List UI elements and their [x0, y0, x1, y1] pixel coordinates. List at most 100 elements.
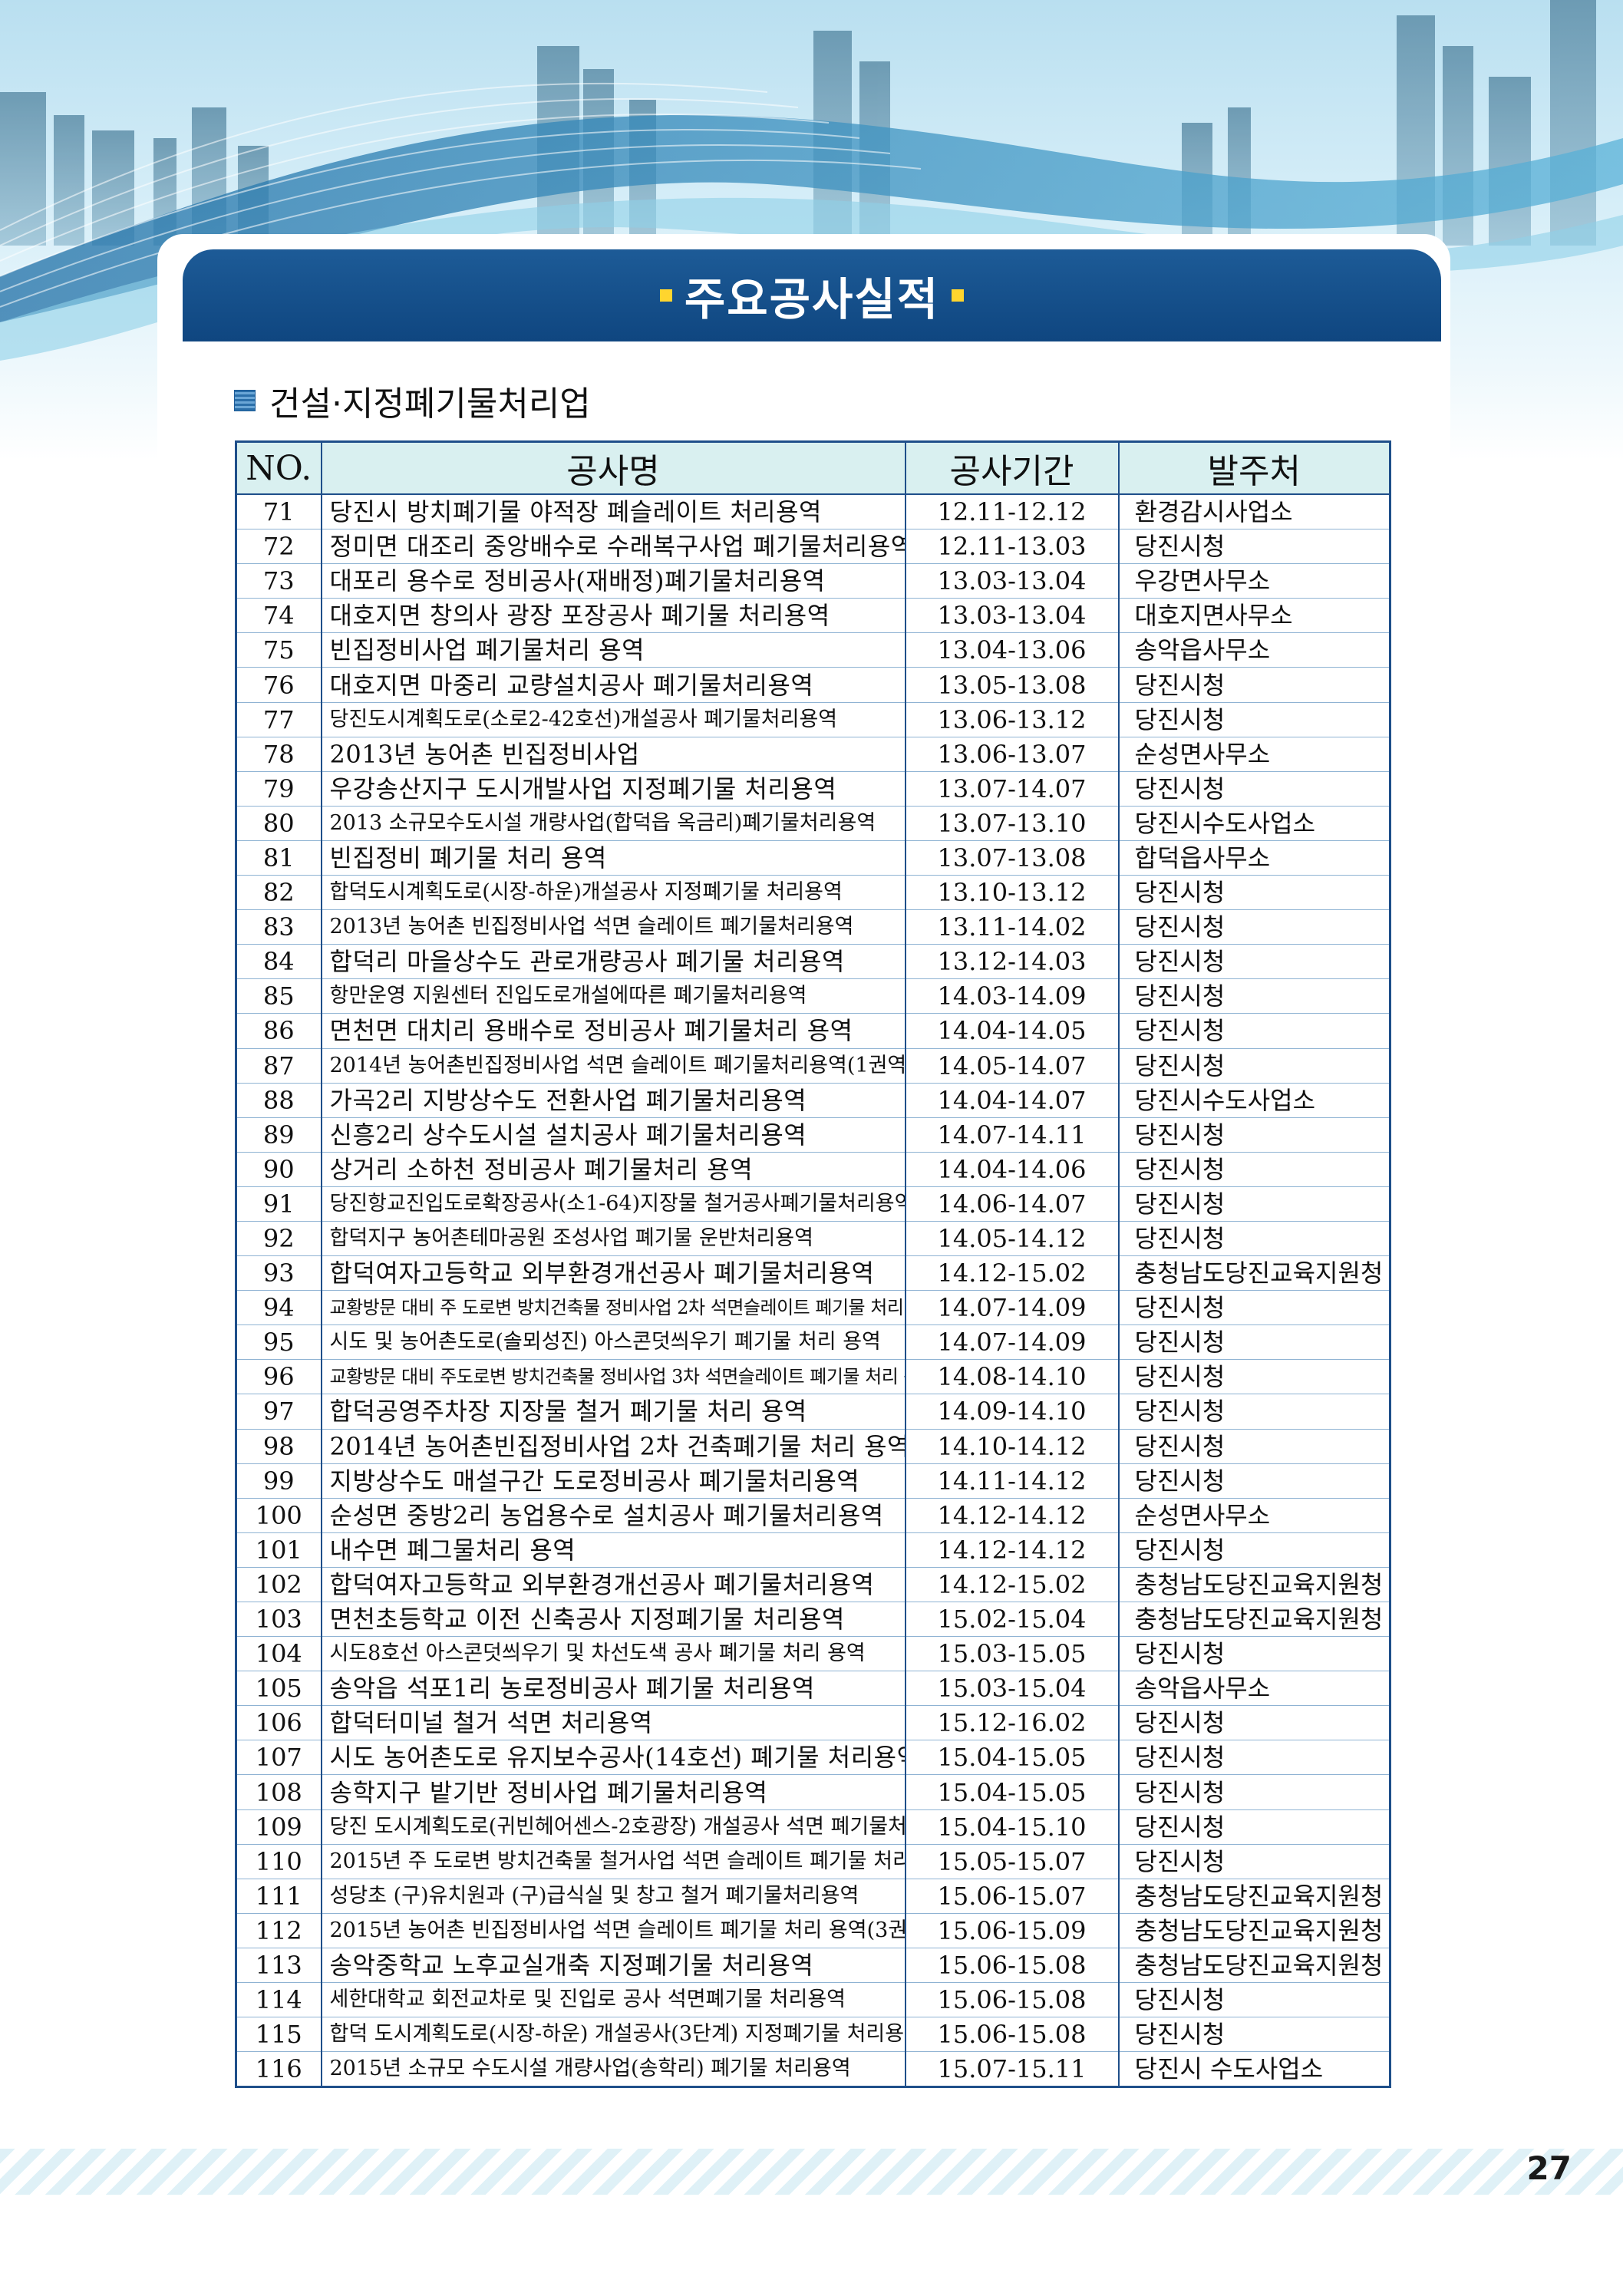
cell-name: 2014년 농어촌빈집정비사업 2차 건축폐기물 처리 용역	[320, 1429, 906, 1464]
cell-client: 충청남도당진교육지원청	[1117, 1567, 1391, 1603]
cell-name: 대호지면 마중리 교량설치공사 폐기물처리용역	[320, 667, 906, 703]
cell-no: 80	[235, 806, 322, 841]
cell-no: 111	[235, 1879, 322, 1914]
table-row: 105 송악읍 석포1리 농로정비공사 폐기물 처리용역 15.03-15.04 송악…	[235, 1671, 1391, 1707]
cell-name: 송악읍 석포1리 농로정비공사 폐기물 처리용역	[320, 1671, 906, 1707]
cell-name: 합덕여자고등학교 외부환경개선공사 폐기물처리용역	[320, 1567, 906, 1603]
cell-no: 114	[235, 1982, 322, 2018]
cell-name: 송악중학교 노후교실개축 지정폐기물 처리용역	[320, 1948, 906, 1984]
table-row: 114 세한대학교 회전교차로 및 진입로 공사 석면폐기물 처리용역 15.06-…	[235, 1982, 1391, 2018]
table-row: 101 내수면 폐그물처리 용역 14.12-14.12 당진시청	[235, 1532, 1391, 1568]
cell-no: 72	[235, 529, 322, 565]
cell-period: 15.04-15.10	[904, 1809, 1120, 1845]
cell-client: 송악읍사무소	[1117, 632, 1391, 668]
cell-period: 15.06-15.08	[904, 1982, 1120, 2018]
cell-period: 13.07-13.10	[904, 806, 1120, 841]
cell-no: 90	[235, 1152, 322, 1187]
cell-no: 102	[235, 1567, 322, 1603]
cell-client: 당진시청	[1117, 771, 1391, 807]
footer-stripe	[0, 2149, 1623, 2195]
cell-period: 14.07-14.09	[904, 1324, 1120, 1361]
cell-no: 101	[235, 1532, 322, 1568]
works-table: NO. 공사명 공사기간 발주처 71 당진시 방치폐기물 야적장 폐슬레이트 처…	[235, 440, 1391, 2089]
cell-name: 정미면 대조리 중앙배수로 수래복구사업 폐기물처리용역	[320, 529, 906, 565]
cell-client: 당진시청	[1117, 909, 1391, 945]
cell-client: 당진시청	[1117, 1117, 1391, 1153]
cell-no: 106	[235, 1705, 322, 1741]
table-row: 103 면천초등학교 이전 신축공사 지정폐기물 처리용역 15.02-15.04 충…	[235, 1602, 1391, 1638]
table-row: 83 2013년 농어촌 빈집정비사업 석면 슬레이트 폐기물처리용역 13.11-…	[235, 909, 1391, 945]
section-title: 건설·지정폐기물처리업	[269, 384, 591, 424]
table-row: 93 합덕여자고등학교 외부환경개선공사 폐기물처리용역 14.12-15.02 충청…	[235, 1255, 1391, 1292]
cell-period: 15.12-16.02	[904, 1705, 1120, 1741]
cell-name: 상거리 소하천 정비공사 폐기물처리 용역	[320, 1152, 906, 1187]
table-row: 89 신흥2리 상수도시설 설치공사 폐기물처리용역 14.07-14.11 당진시청	[235, 1117, 1391, 1153]
cell-no: 87	[235, 1048, 322, 1084]
page-number: 27	[1526, 2149, 1572, 2187]
column-header-period: 공사기간	[904, 440, 1120, 495]
table-row: 79 우강송산지구 도시개발사업 지정폐기물 처리용역 13.07-14.07 당진시…	[235, 771, 1391, 807]
cell-name: 면천초등학교 이전 신축공사 지정폐기물 처리용역	[320, 1602, 906, 1638]
cell-period: 14.12-15.02	[904, 1255, 1120, 1292]
cell-client: 당진시청	[1117, 1394, 1391, 1430]
cell-client: 충청남도당진교육지원청	[1117, 1602, 1391, 1638]
cell-no: 79	[235, 771, 322, 807]
cell-name: 2014년 농어촌빈집정비사업 석면 슬레이트 폐기물처리용역(1권역)	[320, 1048, 906, 1084]
table-row: 100 순성면 중방2리 농업용수로 설치공사 폐기물처리용역 14.12-14.1…	[235, 1498, 1391, 1533]
cell-no: 95	[235, 1324, 322, 1361]
table-row: 104 시도8호선 아스콘덧씌우기 및 차선도색 공사 폐기물 처리 용역 15.0…	[235, 1636, 1391, 1672]
cell-no: 71	[235, 494, 322, 530]
cell-name: 합덕지구 농어촌테마공원 조성사업 폐기물 운반처리용역	[320, 1221, 906, 1257]
cell-period: 13.12-14.03	[904, 944, 1120, 980]
column-header-name: 공사명	[320, 440, 906, 495]
table-row: 73 대포리 용수로 정비공사(재배정)폐기물처리용역 13.03-13.04 우강면…	[235, 563, 1391, 599]
page-title-label: 주요공사실적	[684, 273, 940, 325]
page-title: 주요공사실적	[648, 263, 976, 328]
cell-client: 당진시청	[1117, 1186, 1391, 1222]
cell-no: 103	[235, 1602, 322, 1638]
cell-no: 113	[235, 1948, 322, 1984]
cell-name: 시도8호선 아스콘덧씌우기 및 차선도색 공사 폐기물 처리 용역	[320, 1636, 906, 1672]
cell-name: 합덕터미널 철거 석면 처리용역	[320, 1705, 906, 1741]
cell-period: 15.04-15.05	[904, 1774, 1120, 1810]
table-row: 74 대호지면 창의사 광장 포장공사 폐기물 처리용역 13.03-13.04 대호…	[235, 598, 1391, 634]
cell-no: 82	[235, 875, 322, 911]
cell-period: 14.04-14.05	[904, 1013, 1120, 1049]
cell-period: 14.05-14.12	[904, 1221, 1120, 1257]
column-header-client: 발주처	[1117, 440, 1391, 495]
cell-client: 당진시청	[1117, 944, 1391, 980]
table-row: 102 합덕여자고등학교 외부환경개선공사 폐기물처리용역 14.12-15.02 충…	[235, 1567, 1391, 1603]
cell-period: 15.03-15.05	[904, 1636, 1120, 1672]
cell-no: 78	[235, 737, 322, 772]
table-row: 96 교황방문 대비 주도로변 방치건축물 정비사업 3차 석면슬레이트 폐기물 …	[235, 1359, 1391, 1395]
cell-no: 107	[235, 1740, 322, 1776]
cell-name: 지방상수도 매설구간 도로정비공사 폐기물처리용역	[320, 1463, 906, 1499]
cell-client: 당진시 수도사업소	[1117, 2051, 1391, 2088]
cell-client: 당진시청	[1117, 1844, 1391, 1879]
table-body: 71 당진시 방치폐기물 야적장 폐슬레이트 처리용역 12.11-12.12 환경감…	[235, 494, 1391, 2088]
cell-no: 109	[235, 1809, 322, 1845]
cell-period: 15.06-15.09	[904, 1913, 1120, 1948]
cell-name: 교황방문 대비 주 도로변 방치건축물 정비사업 2차 석면슬레이트 폐기물 처…	[320, 1290, 906, 1326]
title-left-square-icon	[659, 289, 672, 302]
cell-client: 순성면사무소	[1117, 737, 1391, 772]
cell-period: 14.12-14.12	[904, 1532, 1120, 1568]
table-row: 99 지방상수도 매설구간 도로정비공사 폐기물처리용역 14.11-14.12 당진…	[235, 1463, 1391, 1499]
cell-client: 충청남도당진교육지원청	[1117, 1913, 1391, 1948]
cell-client: 당진시청	[1117, 1774, 1391, 1810]
table-row: 111 성당초 (구)유치원과 (구)급식실 및 창고 철거 폐기물처리용역 15.…	[235, 1879, 1391, 1914]
cell-period: 13.03-13.04	[904, 563, 1120, 599]
cell-name: 대포리 용수로 정비공사(재배정)폐기물처리용역	[320, 563, 906, 599]
cell-client: 당진시청	[1117, 1152, 1391, 1187]
cell-name: 2015년 농어촌 빈집정비사업 석면 슬레이트 폐기물 처리 용역(3권역)	[320, 1913, 906, 1948]
cell-name: 빈집정비사업 폐기물처리 용역	[320, 632, 906, 668]
cell-no: 83	[235, 909, 322, 945]
cell-name: 항만운영 지원센터 진입도로개설에따른 폐기물처리용역	[320, 978, 906, 1014]
table-row: 90 상거리 소하천 정비공사 폐기물처리 용역 14.04-14.06 당진시청	[235, 1152, 1391, 1187]
cell-no: 89	[235, 1117, 322, 1153]
cell-client: 당진시청	[1117, 875, 1391, 911]
table-row: 97 합덕공영주차장 지장물 철거 폐기물 처리 용역 14.09-14.10 당진시…	[235, 1394, 1391, 1430]
cell-period: 15.04-15.05	[904, 1740, 1120, 1776]
cell-no: 73	[235, 563, 322, 599]
table-row: 108 송학지구 밭기반 정비사업 폐기물처리용역 15.04-15.05 당진시청	[235, 1774, 1391, 1810]
